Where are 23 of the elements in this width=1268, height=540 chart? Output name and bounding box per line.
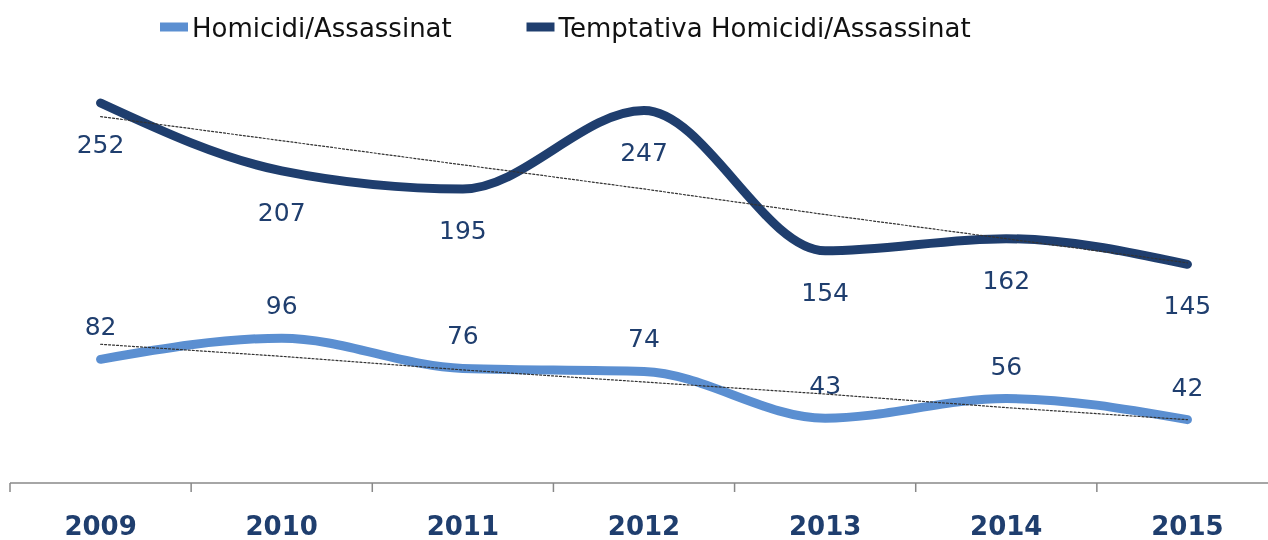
x-tick-label: 2011 xyxy=(426,511,500,540)
data-label: 145 xyxy=(1163,291,1212,321)
data-label: 56 xyxy=(990,351,1023,381)
legend-label: Homicidi/Assassinat xyxy=(192,13,452,43)
x-tick-label: 2010 xyxy=(245,511,318,540)
data-label: 207 xyxy=(257,197,306,227)
x-tick-label: 2013 xyxy=(788,511,862,540)
data-label: 74 xyxy=(628,324,660,354)
data-label: 247 xyxy=(620,137,668,167)
data-label: 42 xyxy=(1171,372,1204,402)
data-label: 43 xyxy=(809,371,842,401)
x-tick-label: 2012 xyxy=(607,511,681,540)
x-tick-label: 2009 xyxy=(64,511,137,540)
x-tick-label: 2015 xyxy=(1151,511,1224,540)
data-label: 252 xyxy=(76,130,125,159)
data-label: 96 xyxy=(265,291,298,321)
data-label: 82 xyxy=(84,312,117,342)
x-tick-label: 2014 xyxy=(970,511,1043,540)
data-label: 76 xyxy=(446,321,479,351)
data-label: 162 xyxy=(982,265,1031,295)
legend-label: Temptativa Homicidi/Assassinat xyxy=(557,13,971,43)
data-label: 195 xyxy=(439,215,487,245)
data-label: 154 xyxy=(801,277,849,307)
